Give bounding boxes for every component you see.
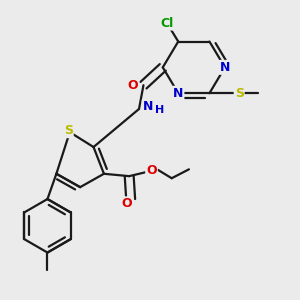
Text: H: H: [154, 106, 164, 116]
Text: O: O: [128, 79, 138, 92]
Text: S: S: [64, 124, 73, 137]
Text: N: N: [143, 100, 153, 113]
Text: N: N: [220, 61, 230, 74]
Text: O: O: [146, 164, 157, 177]
Text: N: N: [173, 87, 183, 100]
Text: S: S: [235, 87, 244, 100]
Text: O: O: [121, 197, 131, 210]
Text: Cl: Cl: [160, 16, 174, 30]
